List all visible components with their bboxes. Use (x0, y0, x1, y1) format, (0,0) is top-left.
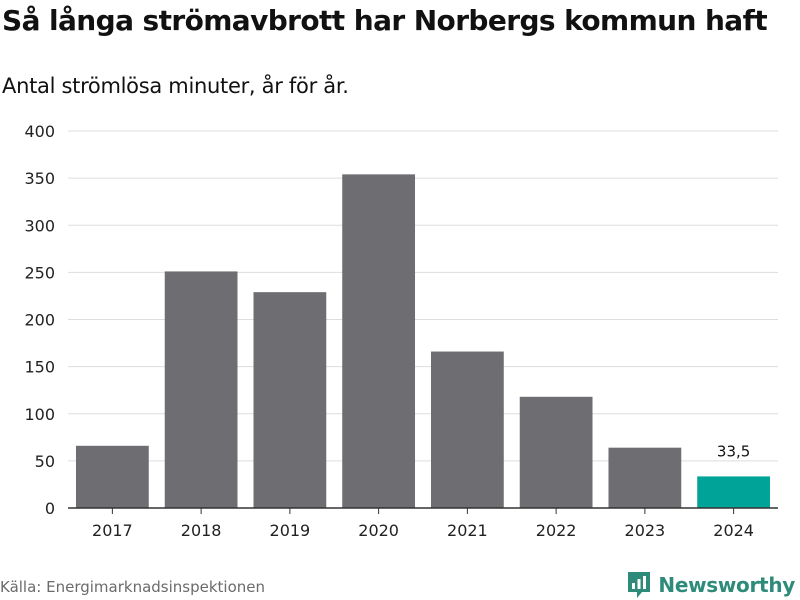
source-note: Källa: Energimarknadsinspektionen (0, 578, 266, 596)
x-tick-label-2019: 2019 (270, 521, 311, 540)
y-tick-label-100: 100 (24, 405, 55, 424)
chart-subtitle: Antal strömlösa minuter, år för år. (2, 74, 349, 98)
newsworthy-logo-icon (628, 572, 651, 598)
newsworthy-logo: Newsworthy (626, 570, 795, 600)
bar-2022 (519, 396, 593, 508)
y-tick-label-0: 0 (45, 499, 55, 518)
y-tick-label-50: 50 (35, 452, 55, 471)
data-label-2024: 33,5 (717, 442, 750, 460)
x-tick-label-2022: 2022 (536, 521, 577, 540)
bar-2024 (697, 476, 771, 508)
x-tick-label-2023: 2023 (625, 521, 666, 540)
bar-2023 (608, 447, 682, 508)
bars (75, 174, 771, 509)
x-tick-label-2020: 2020 (358, 521, 399, 540)
x-axis-ticks: 2017 2018 2019 2020 2021 2022 2023 2024 (68, 507, 778, 540)
y-tick-label-150: 150 (24, 358, 55, 377)
bar-2018 (164, 271, 238, 508)
x-tick-label-2018: 2018 (181, 521, 222, 540)
bar-2021 (430, 351, 504, 508)
x-tick-label-2021: 2021 (447, 521, 488, 540)
newsworthy-logo-text: Newsworthy (658, 573, 795, 597)
chart-title: Så långa strömavbrott har Norbergs kommu… (2, 4, 768, 37)
y-axis-ticks: 0 50 100 150 200 250 300 350 400 (24, 122, 55, 518)
y-tick-label-400: 400 (24, 122, 55, 141)
data-labels: 33,5 (717, 442, 750, 460)
x-tick-label-2017: 2017 (92, 521, 133, 540)
bar-2017 (75, 445, 149, 508)
y-tick-label-200: 200 (24, 311, 55, 330)
y-tick-label-300: 300 (24, 216, 55, 235)
x-tick-label-2024: 2024 (713, 521, 754, 540)
bar-2020 (342, 174, 416, 509)
bar-2019 (253, 292, 327, 508)
y-tick-label-350: 350 (24, 169, 55, 188)
y-tick-label-250: 250 (24, 263, 55, 282)
